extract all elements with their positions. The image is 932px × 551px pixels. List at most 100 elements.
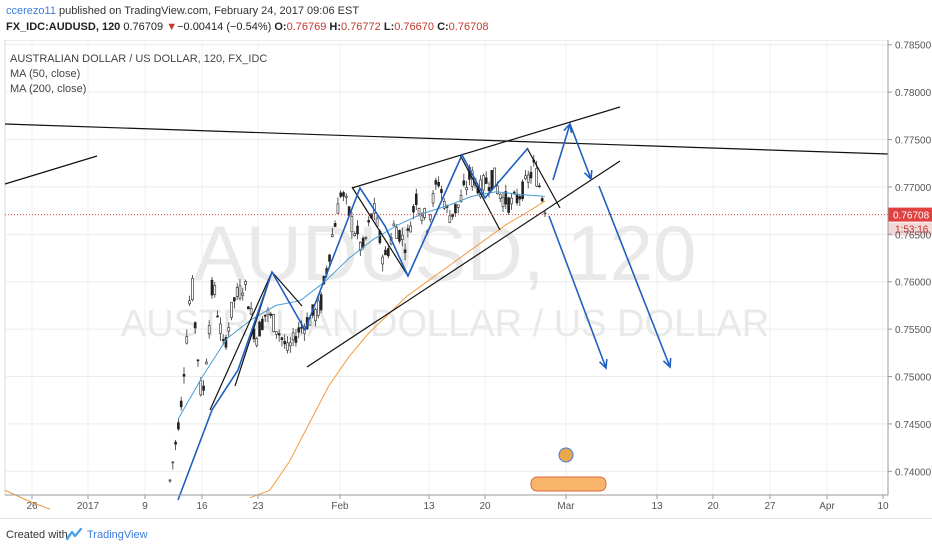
candle-body [498, 193, 502, 199]
candle-body [196, 359, 200, 362]
candle-body [333, 223, 337, 227]
candle-body [412, 206, 415, 213]
x-tick-label: 9 [142, 501, 148, 512]
candle-body [353, 233, 357, 236]
candle-body [174, 441, 177, 445]
legend-ma50[interactable]: MA (50, close) [10, 68, 81, 80]
candle-body [193, 322, 197, 329]
quote-line: FX_IDC:AUDUSD, 120 0.76709 ▼−0.00414 (−0… [6, 21, 488, 33]
candle-body [213, 285, 217, 295]
open-label: O: [274, 21, 287, 33]
channel-upper-line[interactable] [351, 106, 621, 189]
candle-body [202, 385, 205, 391]
event-markers[interactable] [530, 447, 607, 492]
candle-body [294, 336, 298, 343]
candle-body [518, 196, 522, 200]
candle-body [289, 342, 292, 347]
candle-body [487, 187, 491, 192]
candle-body [406, 228, 410, 231]
high-value: 0.76772 [341, 21, 381, 33]
candle-body [350, 216, 354, 233]
candle-body [459, 194, 463, 203]
ma200-left-path [4, 489, 51, 510]
candle-body [510, 197, 513, 205]
candle-body [280, 337, 284, 340]
wedge-left-upper[interactable] [209, 271, 273, 411]
author-link[interactable]: ccerezo11 [6, 5, 56, 17]
resistance-line[interactable] [4, 123, 889, 155]
candle-body [515, 194, 519, 204]
zigzag-line-3[interactable] [526, 147, 561, 209]
ma200-line [4, 200, 546, 510]
projection-arrow-down-3[interactable] [598, 185, 671, 368]
y-tick-label: 0.76000 [895, 278, 932, 289]
candle-body [437, 181, 440, 187]
zigzag-line-1[interactable] [351, 186, 409, 277]
channel-lower-line[interactable] [306, 160, 621, 368]
candle-body [442, 200, 446, 209]
impulse-path[interactable] [177, 147, 529, 501]
x-tick-label: 16 [196, 501, 208, 512]
change-arrow-icon: ▼ [166, 21, 178, 33]
tradingview-brand[interactable]: TradingView [87, 529, 148, 541]
candle-body [496, 185, 499, 195]
candle-body [448, 215, 452, 223]
x-tick-label: Mar [557, 501, 575, 512]
wedge-left-top[interactable] [271, 271, 303, 307]
projection-arrow-down-2[interactable] [548, 215, 607, 369]
price-chart[interactable]: AUDUSD, 120 AUSTRALIAN DOLLAR / US DOLLA… [0, 40, 932, 518]
created-with-text: Created with [6, 529, 68, 541]
candle-body [507, 197, 510, 213]
candle-body [345, 195, 348, 198]
candle-body [504, 191, 508, 205]
candle-body [336, 203, 340, 214]
candle-body [358, 242, 362, 251]
open-value: 0.76769 [286, 21, 327, 33]
candle-body [428, 214, 432, 220]
symbol-label[interactable]: FX_IDC:AUDUSD, 120 [6, 21, 121, 33]
candle-body [244, 281, 247, 285]
watermark-symbol: AUDUSD, 120 [194, 209, 697, 297]
y-tick-label: 0.76500 [895, 230, 932, 241]
candle-body [361, 237, 365, 248]
projection-arrow-down-1-head[interactable] [583, 169, 593, 181]
candle-body [367, 220, 370, 223]
candle-body [381, 256, 384, 265]
zigzag-line-2[interactable] [459, 154, 501, 231]
events-strip[interactable] [530, 476, 607, 492]
candle-body [454, 203, 457, 214]
projection-arrow-up[interactable] [552, 123, 571, 181]
event-flag-icon[interactable] [558, 447, 574, 463]
x-tick-label: 13 [423, 501, 435, 512]
candle-body [538, 185, 541, 188]
candle-body [235, 287, 239, 297]
candle-body [219, 323, 222, 334]
y-tick-label: 0.75000 [895, 373, 932, 384]
y-tick-label: 0.74500 [895, 420, 932, 431]
candle-body [216, 315, 219, 318]
projection-arrow-down-1[interactable] [569, 123, 592, 180]
tradingview-logo-icon[interactable] [66, 527, 82, 541]
candle-body [342, 192, 345, 197]
projection-arrow-down-3-head[interactable] [662, 357, 672, 369]
ma50-line [177, 191, 546, 420]
legend-ma200[interactable]: MA (200, close) [10, 83, 87, 95]
candle-body [339, 192, 343, 197]
candle-body [414, 193, 418, 205]
candle-body [188, 300, 191, 305]
x-tick-label: 10 [877, 501, 889, 512]
drawing-tools[interactable] [4, 106, 889, 501]
candle-body [263, 314, 267, 317]
candle-body [314, 309, 317, 322]
ma200-path [249, 200, 546, 499]
projection-arrow-down-2-head[interactable] [598, 358, 608, 370]
candle-body [272, 314, 275, 333]
candle-body [392, 223, 396, 227]
low-label: L: [383, 21, 395, 33]
candle-body [501, 196, 505, 208]
y-tick-label: 0.75500 [895, 325, 932, 336]
candle-body [179, 400, 183, 408]
candle-body [484, 177, 488, 184]
short-trend-line[interactable] [4, 155, 98, 185]
candle-body [191, 278, 194, 300]
